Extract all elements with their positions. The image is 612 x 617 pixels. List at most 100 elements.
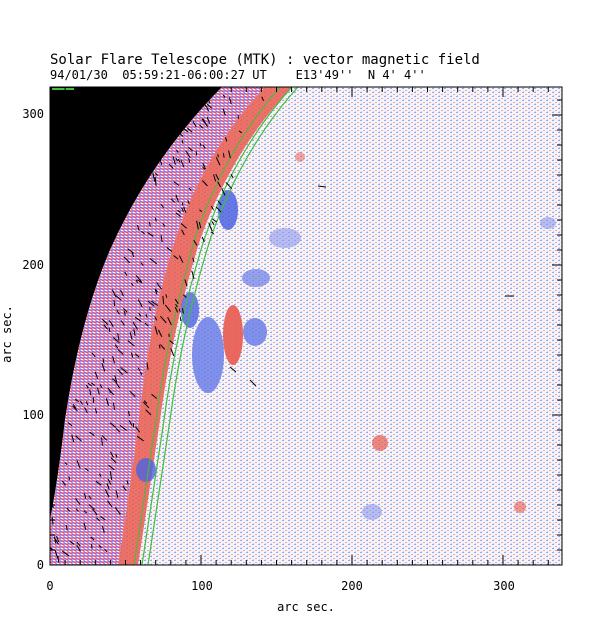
y-axis-label: arc sec. [0, 305, 14, 363]
field-vector [101, 525, 105, 533]
field-vector [126, 480, 129, 485]
field-vector [134, 353, 140, 358]
field-vector [50, 491, 55, 496]
field-vector [217, 200, 222, 206]
field-vector [160, 315, 167, 324]
field-vector [146, 362, 149, 370]
field-vector [61, 480, 67, 486]
field-vector [113, 299, 116, 307]
field-vector [141, 230, 145, 235]
field-vector [155, 173, 159, 176]
field-vector [158, 157, 163, 166]
field-vector [79, 400, 83, 405]
field-vector [132, 322, 139, 330]
field-vector [101, 318, 109, 326]
field-vector [143, 400, 148, 404]
field-vector [99, 473, 102, 477]
field-vector [108, 327, 111, 333]
field-vector [135, 279, 139, 284]
field-vector [124, 271, 128, 276]
plage-positive [514, 501, 526, 513]
active-region-negative [269, 228, 301, 248]
field-vector [228, 150, 231, 159]
field-vector [135, 426, 141, 433]
field-vector [158, 344, 161, 349]
field-vector [210, 205, 214, 211]
field-vector [83, 493, 87, 499]
field-vector [152, 172, 156, 182]
field-vector [83, 522, 87, 531]
field-vector [208, 100, 211, 104]
field-vector [187, 127, 193, 133]
field-vector [166, 247, 173, 252]
field-vector [215, 173, 220, 181]
field-vector [151, 393, 158, 399]
x-tick-label: 0 [46, 579, 53, 593]
field-vector [184, 279, 188, 287]
field-vector [175, 157, 179, 162]
field-vector [119, 424, 127, 431]
field-vector [199, 209, 203, 213]
field-vector [181, 139, 184, 144]
field-vector [156, 282, 162, 290]
field-vector [110, 451, 114, 458]
field-vector [180, 223, 187, 229]
field-vector [54, 538, 59, 545]
field-vector [107, 478, 112, 485]
field-vector [174, 306, 179, 313]
field-vector [72, 405, 78, 412]
field-vector [76, 460, 81, 469]
field-vector [114, 507, 121, 515]
field-vector [178, 255, 184, 263]
contour-line [141, 87, 293, 565]
field-vector [114, 375, 118, 383]
field-vector [114, 294, 122, 301]
field-vector [91, 382, 96, 386]
field-vector [149, 307, 151, 311]
field-vector [101, 437, 103, 446]
field-vector [170, 198, 176, 203]
field-vector [193, 240, 198, 246]
field-vector [191, 270, 195, 279]
field-vector [106, 483, 110, 490]
field-vector [212, 218, 217, 223]
field-vector [99, 384, 103, 389]
field-vector [183, 206, 187, 213]
field-vector [181, 207, 184, 212]
field-vector [128, 411, 130, 417]
field-vector [87, 382, 93, 387]
field-vector [222, 153, 225, 158]
field-vector [101, 363, 106, 372]
field-vector [120, 289, 124, 297]
field-vector [164, 304, 172, 312]
x-axis-label: arc sec. [277, 600, 335, 614]
field-vector [66, 507, 71, 512]
field-vector [154, 289, 158, 295]
field-vector [123, 256, 130, 264]
field-vector [140, 262, 144, 266]
active-region-positive [223, 305, 243, 365]
field-vector [123, 308, 128, 313]
off-limb-sky [50, 87, 222, 520]
field-vector [72, 404, 77, 410]
field-vector [96, 387, 100, 395]
field-vector [165, 294, 168, 298]
field-vector [75, 435, 82, 442]
field-vector [175, 212, 181, 218]
field-vector [104, 549, 108, 553]
field-vector [109, 422, 117, 428]
field-vector [160, 235, 163, 243]
field-vector [100, 516, 106, 521]
field-vector [173, 255, 179, 260]
figure-title: Solar Flare Telescope (MTK) : vector mag… [50, 52, 480, 68]
field-vector [224, 137, 228, 142]
field-vector [202, 166, 206, 170]
field-vector [221, 188, 226, 196]
field-vector [135, 275, 143, 283]
field-vector [172, 156, 176, 165]
field-vector [71, 434, 75, 443]
field-vector [211, 221, 215, 226]
field-vector [131, 282, 134, 287]
field-vector [108, 464, 115, 471]
